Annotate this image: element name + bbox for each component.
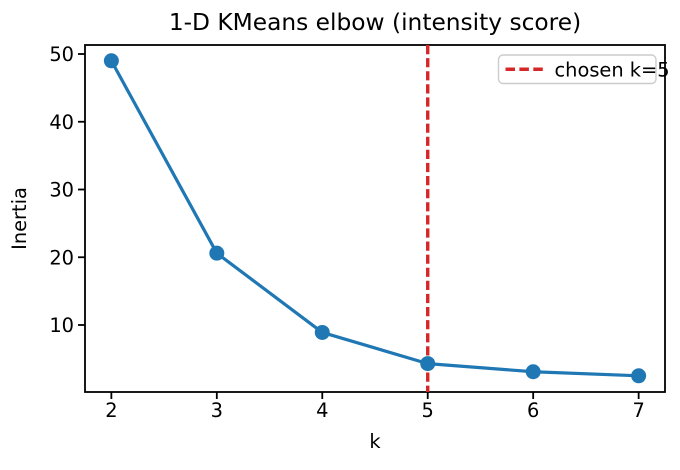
y-tick-label: 20 [49, 246, 74, 269]
y-axis-label: Inertia [8, 187, 31, 250]
axes: 2 3 4 5 6 7 10 20 30 40 50 [49, 43, 666, 422]
x-tick-label: 4 [316, 399, 328, 422]
inertia-series [103, 53, 647, 384]
data-point-k-2 [103, 53, 119, 69]
x-tick-label: 7 [632, 399, 644, 422]
legend: chosen k=5 [497, 54, 670, 85]
inertia-line [109, 59, 641, 378]
chart-title: 1-D KMeans elbow (intensity score) [169, 9, 581, 36]
data-point-k-6 [525, 364, 541, 380]
x-tick-label: 3 [211, 399, 223, 422]
y-tick-label: 40 [49, 111, 74, 134]
x-tick-label: 5 [422, 399, 434, 422]
x-axis-label: k [369, 430, 381, 453]
y-tick-label: 10 [49, 314, 74, 337]
legend-frame [497, 54, 657, 85]
plot-border [84, 44, 666, 393]
y-tick-label: 50 [49, 43, 74, 66]
data-point-k-3 [209, 245, 225, 261]
x-tick-label: 2 [105, 399, 117, 422]
y-tick-label: 30 [49, 179, 74, 202]
legend-entry-label: chosen k=5 [555, 58, 670, 81]
x-tick-label: 6 [527, 399, 539, 422]
data-point-k-4 [314, 324, 330, 340]
data-point-k-7 [631, 368, 647, 384]
data-point-k-5 [420, 356, 436, 372]
